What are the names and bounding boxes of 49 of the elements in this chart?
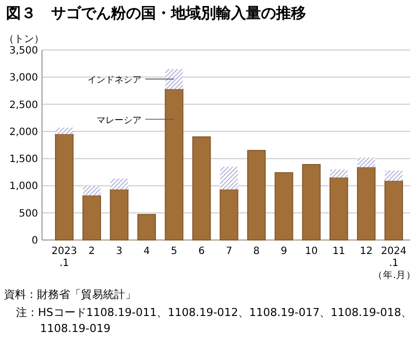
bar [247, 150, 266, 240]
bar [110, 189, 128, 240]
bar [330, 169, 348, 178]
bar [55, 128, 74, 134]
x-tick-label: 6 [198, 246, 205, 257]
bar [384, 170, 403, 181]
x-tick-label: 2023 .1 [52, 246, 78, 269]
text: マレーシア [96, 116, 142, 126]
chart-title: 図３ サゴでん粉の国・地域別輸入量の推移 [6, 4, 306, 22]
y-tick-label: 1,000 [9, 181, 38, 192]
y-tick-label: 2,000 [9, 126, 38, 138]
x-tick-label: 8 [253, 246, 260, 257]
x-tick-label: 7 [226, 246, 232, 257]
y-tick-label: 1,500 [9, 154, 38, 166]
x-tick-label: 2024 .1 [380, 246, 406, 269]
bar [220, 166, 238, 190]
bar [220, 189, 238, 240]
bar [384, 180, 404, 240]
y-tick-label: 3,500 [9, 46, 38, 56]
bar [137, 214, 156, 240]
bar [274, 172, 294, 240]
y-axis-title: （トン） [4, 34, 44, 45]
bar [164, 88, 184, 240]
x-tick-label: 12 [360, 246, 373, 257]
bar [356, 166, 376, 240]
x-tick-label: 5 [170, 246, 178, 257]
x-tick-label: 9 [280, 246, 288, 257]
text: インドネシア [87, 76, 142, 86]
bar [192, 136, 211, 240]
x-tick-label: 11 [332, 246, 346, 257]
text: 資料：財務省「貿易統計」 [4, 288, 136, 301]
bar [110, 178, 128, 190]
bar [82, 194, 102, 240]
bar [302, 164, 321, 240]
bar [165, 69, 183, 90]
x-tick-label: 3 [116, 246, 122, 257]
y-tick-label: 500 [18, 208, 38, 220]
bar [330, 177, 348, 240]
x-tick-label: 2 [88, 246, 95, 257]
bar [357, 157, 376, 168]
y-tick-label: 2,500 [9, 100, 38, 111]
x-tick-label: 10 [304, 246, 318, 257]
x-tick-label: 4 [143, 246, 150, 257]
x-axis-title: （年.月） [372, 269, 416, 281]
text: 注：HSコード1108.19-011、1108.19-012、1108.19-017、1108.19-018、 1108.19-019 [16, 306, 412, 335]
y-tick-label: 0 [32, 236, 38, 246]
bar [54, 134, 74, 240]
bar [82, 186, 101, 196]
y-tick-label: 3,000 [9, 72, 38, 84]
